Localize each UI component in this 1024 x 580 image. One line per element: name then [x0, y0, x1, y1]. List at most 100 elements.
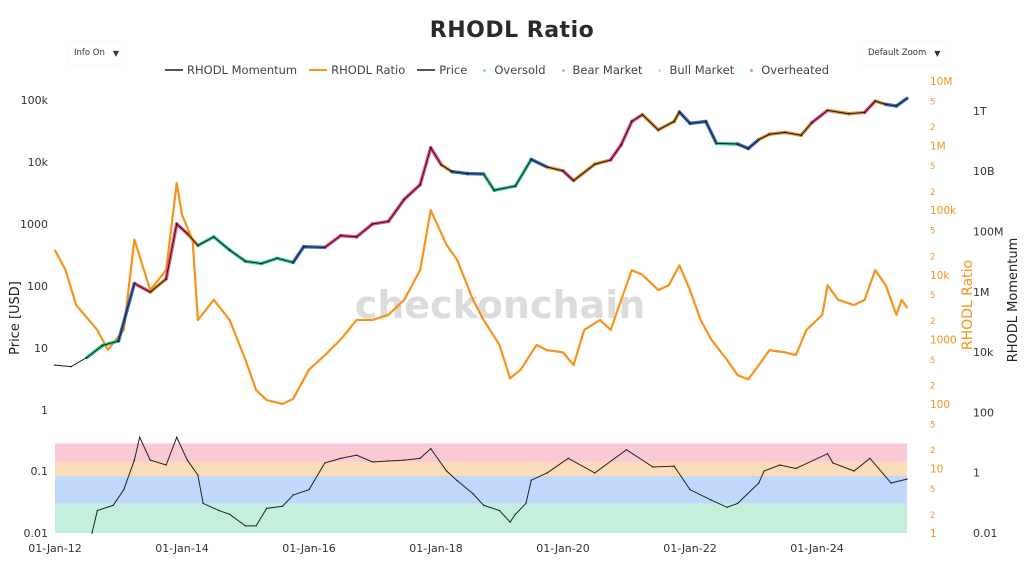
rhodl-ratio-point [472, 298, 474, 301]
momentum-tick-label: 1M [973, 286, 990, 299]
legend-item-overheated[interactable]: Overheated [746, 63, 829, 77]
legend-marker [417, 69, 436, 71]
rhodl-ratio-point [620, 298, 623, 301]
rhodl-ratio-point [419, 269, 422, 272]
rhodl-momentum-point [456, 479, 458, 482]
momentum-tick-label: 10B [973, 165, 995, 178]
zone-band-overheated [55, 443, 907, 462]
rhodl-momentum-point [567, 457, 569, 460]
legend-item-bull-market[interactable]: Bull Market [654, 63, 734, 77]
rhodl-ratio-point [323, 354, 326, 357]
rhodl-ratio-point [853, 304, 855, 306]
rhodl-ratio-point [339, 338, 342, 341]
price-point [339, 234, 342, 237]
ratio-tick-label: 1000 [930, 334, 957, 346]
zoom-dropdown[interactable]: Default Zoom ▼ [862, 42, 947, 64]
rhodl-ratio-point [884, 284, 887, 287]
price-point [371, 223, 374, 225]
legend-item-rhodl-momentum[interactable]: RHODL Momentum [165, 63, 297, 77]
rhodl-momentum-point [355, 454, 358, 456]
price-point [546, 166, 548, 168]
price-point [197, 244, 199, 247]
rhodl-ratio-point [895, 313, 898, 316]
chevron-down-icon: ▼ [934, 48, 941, 58]
rhodl-ratio-point [726, 359, 728, 361]
rhodl-momentum-point [673, 465, 675, 467]
price-point [562, 170, 564, 172]
price-point [175, 223, 178, 225]
ratio-tick-label: 5 [930, 291, 935, 301]
price-point [212, 236, 215, 238]
rhodl-ratio-point [387, 313, 390, 316]
rhodl-momentum-point [758, 482, 760, 484]
ratio-tick-label: 5 [930, 356, 935, 366]
rhodl-momentum-point [387, 460, 390, 462]
rhodl-momentum-point [218, 509, 220, 512]
rhodl-momentum-point [763, 470, 765, 472]
price-tick-label: 10 [34, 342, 48, 355]
legend-item-price[interactable]: Price [417, 63, 467, 77]
ratio-tick-label: 100 [930, 399, 950, 411]
rhodl-momentum-point [202, 502, 204, 505]
rhodl-ratio-point [794, 354, 797, 357]
rhodl-momentum-point [244, 525, 247, 527]
legend-label: RHODL Momentum [187, 63, 298, 77]
legend-item-oversold[interactable]: Oversold [479, 63, 546, 77]
price-axis-title: Price [USD] [8, 281, 23, 355]
price-point [800, 134, 802, 137]
rhodl-momentum-point [710, 499, 712, 501]
rhodl-ratio-point [678, 264, 681, 267]
rhodl-momentum-point [403, 459, 405, 461]
info-toggle-dropdown[interactable]: Info On ▼ [68, 42, 126, 64]
momentum-tick-label: 0.01 [973, 527, 998, 540]
rhodl-momentum-point [853, 470, 855, 472]
legend-item-rhodl-ratio[interactable]: RHODL Ratio [309, 63, 405, 77]
rhodl-momentum-point [906, 478, 908, 480]
rhodl-momentum-point [176, 436, 178, 438]
rhodl-momentum-point [514, 513, 517, 516]
rhodl-ratio-point [445, 244, 448, 246]
rhodl-ratio-point [371, 319, 374, 321]
rhodl-momentum-point [292, 494, 294, 496]
price-point [324, 246, 326, 249]
price-tick-label: 1 [41, 404, 48, 417]
rhodl-momentum-point [689, 488, 691, 491]
rhodl-ratio-point [837, 298, 840, 301]
price-point [101, 344, 104, 347]
price-point [689, 122, 691, 125]
legend-item-bear-market[interactable]: Bear Market [558, 63, 642, 77]
rhodl-ratio-point [874, 269, 877, 272]
momentum-tick-label: 100 [973, 406, 994, 419]
rhodl-momentum-point [530, 479, 532, 481]
legend-label: Bull Market [669, 63, 735, 77]
ratio-tick-label: 5 [930, 420, 935, 430]
rhodl-momentum-point [594, 472, 596, 474]
price-point [572, 179, 575, 182]
zone-band-bull-market [55, 461, 907, 477]
price-point [302, 245, 305, 248]
price-point [85, 356, 88, 359]
rhodl-momentum-point [736, 502, 739, 505]
rhodl-ratio-point [265, 399, 268, 401]
rhodl-ratio-point [181, 213, 183, 216]
momentum-lower-tick-label: 0.01 [24, 527, 49, 540]
rhodl-ratio-point [710, 338, 713, 341]
legend-marker [658, 68, 662, 72]
price-point [678, 111, 681, 113]
rhodl-momentum-point [324, 462, 326, 464]
legend: RHODL Momentum RHODL Ratio Price Oversold Be… [165, 63, 841, 77]
price-point [736, 143, 739, 145]
ratio-tick-label: 100k [930, 205, 957, 217]
price-point [514, 185, 517, 187]
ratio-tick-label: 5 [930, 485, 935, 495]
rhodl-ratio-line [54, 181, 908, 406]
price-point [810, 121, 813, 124]
rhodl-ratio-point [64, 269, 67, 272]
price-point [863, 111, 866, 114]
ratio-tick-label: 10M [930, 76, 952, 88]
rhodl-ratio-point [747, 378, 750, 381]
rhodl-momentum-point [197, 474, 199, 476]
price-point [757, 138, 760, 141]
ratio-tick-label: 5 [930, 227, 935, 237]
